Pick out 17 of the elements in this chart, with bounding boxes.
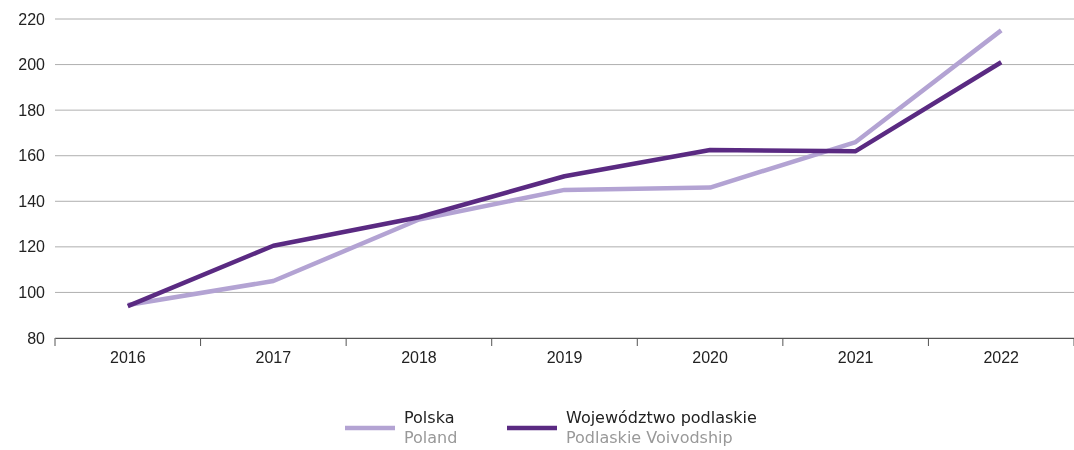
- x-tick-label: 2016: [109, 349, 146, 367]
- legend-label: Województwo podlaskie Podlaskie Voivodship: [566, 408, 757, 447]
- y-tick-label: 180: [18, 101, 46, 119]
- y-tick-label: 140: [18, 192, 46, 210]
- legend-label: Polska Poland: [404, 408, 458, 447]
- y-tick-label: 120: [18, 238, 46, 256]
- x-tick-label: 2020: [692, 349, 728, 367]
- x-tick-label: 2017: [255, 349, 292, 367]
- x-tick-label: 2018: [401, 349, 437, 367]
- x-tick-label: 2021: [837, 349, 874, 367]
- y-tick-label: 80: [27, 329, 46, 347]
- x-tick-label: 2022: [983, 349, 1020, 367]
- y-tick-label: 220: [18, 10, 46, 28]
- y-tick-label: 100: [18, 284, 46, 302]
- x-tick-label: 2019: [546, 349, 583, 367]
- y-tick-label: 200: [18, 56, 46, 74]
- y-tick-label: 160: [18, 147, 46, 165]
